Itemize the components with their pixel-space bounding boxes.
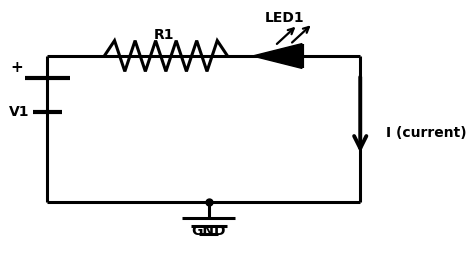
Polygon shape: [253, 44, 302, 68]
Text: LED1: LED1: [264, 11, 304, 25]
Text: GND: GND: [191, 224, 226, 238]
Text: +: +: [10, 60, 23, 75]
Text: I (current): I (current): [386, 126, 467, 140]
Text: R1: R1: [153, 28, 174, 42]
Text: V1: V1: [9, 105, 29, 119]
